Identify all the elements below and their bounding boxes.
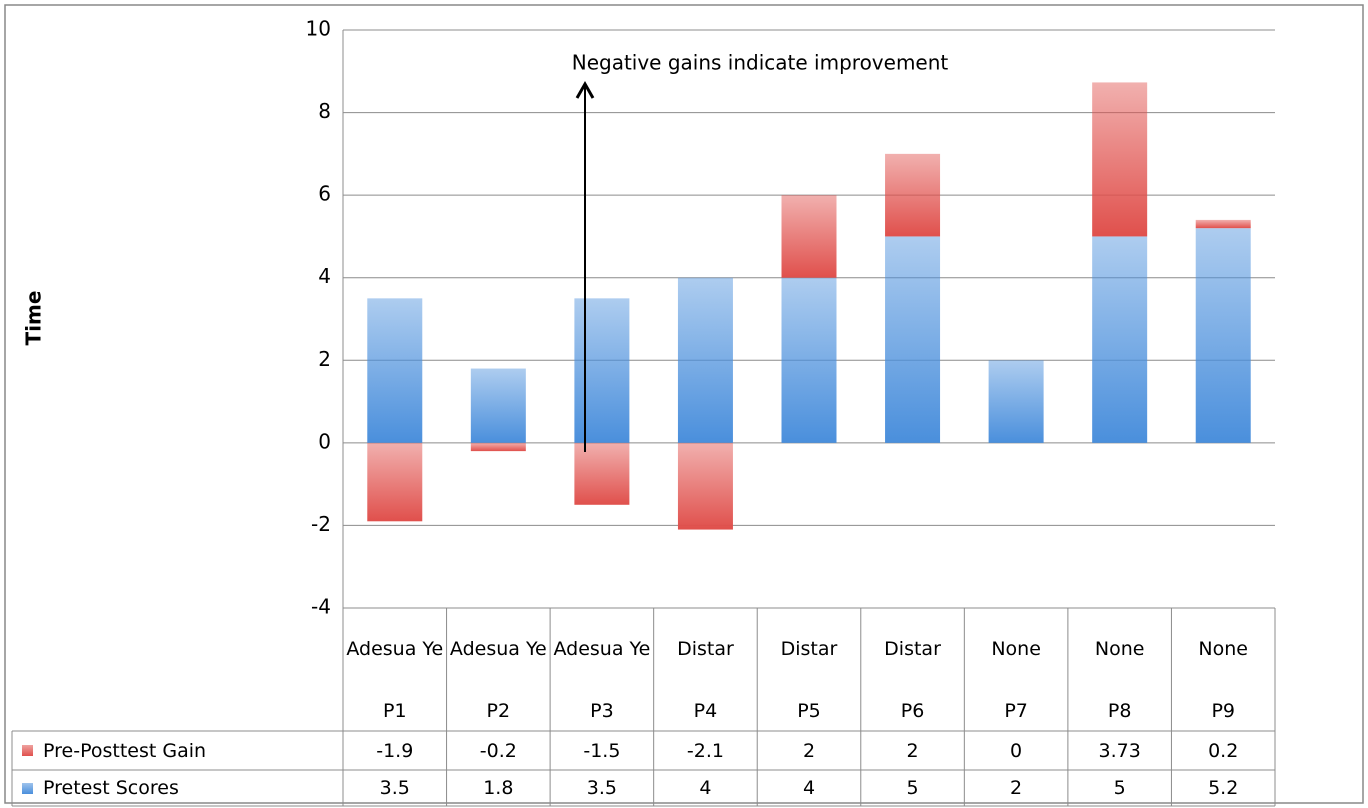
y-tick-label: 10 <box>306 17 331 41</box>
group-label: None <box>991 638 1041 660</box>
table-value: 2 <box>802 739 816 762</box>
bar-segment <box>781 195 837 278</box>
legend-key <box>22 745 33 756</box>
table-value: 1.8 <box>483 777 514 799</box>
x-tick-label: P1 <box>383 699 407 722</box>
table-value: -2.1 <box>686 739 724 762</box>
chart-border <box>4 4 1364 804</box>
table-value: 5 <box>1113 777 1126 799</box>
group-label: Adesua Ye <box>553 638 651 660</box>
x-tick-label: P9 <box>1211 699 1235 722</box>
x-tick-label: P3 <box>590 699 614 722</box>
group-label: None <box>1198 638 1248 660</box>
group-label: Distar <box>677 638 734 660</box>
table-value: 4 <box>802 777 816 799</box>
x-tick-label: P8 <box>1107 699 1132 722</box>
x-tick-label: P5 <box>797 699 821 722</box>
table-value: 3.5 <box>379 777 410 799</box>
legend-entry: Pretest Scores <box>12 770 343 806</box>
bar-segment <box>677 442 733 530</box>
x-tick-label: P6 <box>900 699 925 722</box>
table-value: -1.5 <box>583 739 621 762</box>
legend-label: Pretest Scores <box>43 777 179 799</box>
y-tick-label: -4 <box>311 595 331 619</box>
y-tick-label: 8 <box>318 99 331 123</box>
y-tick-label: 4 <box>318 264 331 288</box>
table-value: 0.2 <box>1208 739 1239 762</box>
bar-segment <box>677 277 733 443</box>
legend-key <box>22 782 33 794</box>
bar-segment <box>988 360 1044 443</box>
group-label: None <box>1094 638 1145 660</box>
group-label: Distar <box>884 638 941 660</box>
y-tick-label: 6 <box>318 182 331 206</box>
bar-segment <box>1092 82 1148 237</box>
group-label: Distar <box>780 638 838 660</box>
x-tick-label: P2 <box>486 699 511 722</box>
bar-segment <box>470 368 526 443</box>
table-value: 2 <box>1010 777 1023 799</box>
table-value: 5.2 <box>1208 777 1239 799</box>
table-value: 5 <box>906 777 919 799</box>
bar-segment <box>885 153 941 237</box>
y-tick-label: -2 <box>311 512 331 536</box>
legend-entry: Pre-Posttest Gain <box>12 731 343 770</box>
table-value: -0.2 <box>479 739 517 762</box>
table-value: 3.5 <box>586 777 617 799</box>
bar-segment <box>1195 228 1251 443</box>
table-value: 3.73 <box>1098 739 1141 762</box>
arrow-head <box>575 80 595 99</box>
group-label: Adesua Ye <box>449 638 547 660</box>
table-value: 2 <box>906 739 919 762</box>
legend-label: Pre-Posttest Gain <box>43 739 207 762</box>
bar-segment <box>885 236 941 443</box>
x-tick-label: P7 <box>1004 699 1028 722</box>
x-tick-label: P4 <box>693 699 718 722</box>
bar-segment <box>781 277 837 443</box>
bar-segment <box>574 442 630 505</box>
table-value: 0 <box>1010 739 1023 762</box>
table-value: 4 <box>699 777 712 799</box>
y-tick-label: 0 <box>318 429 331 453</box>
bar-segment <box>367 298 423 443</box>
bar-segment <box>1195 219 1251 229</box>
y-tick-label: 2 <box>318 347 331 371</box>
group-label: Adesua Ye <box>346 638 444 660</box>
annotation: Negative gains indicate improvement <box>572 51 949 75</box>
bar-segment <box>470 442 526 452</box>
table-value: -1.9 <box>376 739 414 762</box>
y-axis-title: Time <box>22 291 46 346</box>
bar-segment <box>367 442 423 522</box>
bar-segment <box>574 298 630 443</box>
bar-segment <box>1092 236 1148 443</box>
